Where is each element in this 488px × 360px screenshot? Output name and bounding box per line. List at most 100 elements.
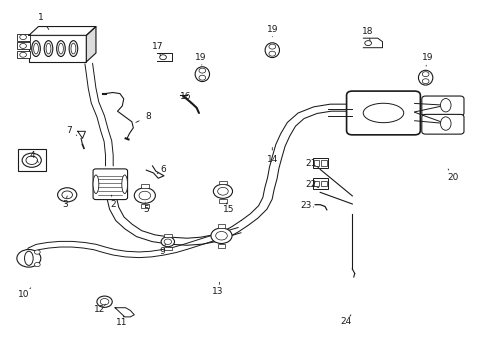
Polygon shape (115, 308, 134, 317)
Polygon shape (157, 53, 171, 61)
Circle shape (160, 55, 166, 60)
Bar (17, 42, 30, 49)
Bar (312, 178, 327, 189)
Bar (219, 199, 226, 203)
FancyBboxPatch shape (421, 96, 463, 116)
Text: 15: 15 (223, 206, 234, 215)
Polygon shape (86, 27, 96, 62)
FancyBboxPatch shape (346, 91, 420, 135)
Ellipse shape (44, 41, 53, 57)
Bar (217, 224, 225, 228)
Circle shape (210, 228, 232, 243)
Circle shape (364, 41, 371, 46)
Circle shape (20, 52, 26, 57)
Ellipse shape (122, 175, 127, 193)
Text: 22: 22 (305, 180, 316, 189)
Bar (29, 35, 86, 62)
Text: 19: 19 (266, 24, 278, 33)
Circle shape (422, 79, 428, 84)
Text: 21: 21 (305, 158, 316, 167)
Circle shape (100, 298, 109, 305)
Text: 19: 19 (421, 53, 432, 62)
Text: 17: 17 (151, 42, 163, 51)
Text: 4: 4 (30, 151, 36, 160)
Text: 12: 12 (94, 305, 105, 314)
Circle shape (134, 188, 155, 203)
Circle shape (34, 262, 40, 267)
Circle shape (422, 72, 428, 77)
Ellipse shape (24, 251, 33, 265)
Text: 7: 7 (66, 126, 72, 135)
Circle shape (268, 51, 275, 56)
Ellipse shape (264, 43, 279, 58)
Bar (17, 51, 30, 58)
Circle shape (20, 44, 26, 48)
Circle shape (268, 44, 275, 49)
Text: 2: 2 (110, 200, 115, 209)
Bar (313, 181, 319, 186)
Bar (163, 234, 171, 238)
Circle shape (215, 231, 227, 240)
Circle shape (161, 237, 174, 247)
Text: 11: 11 (115, 318, 127, 327)
Circle shape (217, 188, 228, 195)
Circle shape (213, 184, 232, 198)
Text: 23: 23 (300, 201, 311, 210)
Text: 8: 8 (145, 112, 151, 121)
Text: 18: 18 (362, 27, 373, 36)
Ellipse shape (32, 41, 41, 57)
Text: 24: 24 (340, 317, 351, 326)
Circle shape (34, 250, 40, 254)
Circle shape (97, 296, 112, 307)
Ellipse shape (57, 41, 65, 57)
Bar (141, 204, 148, 208)
Bar (17, 33, 30, 41)
Ellipse shape (34, 43, 39, 54)
Circle shape (58, 188, 77, 202)
Text: 10: 10 (18, 290, 30, 299)
Circle shape (22, 153, 41, 167)
Circle shape (26, 156, 38, 165)
Text: 6: 6 (160, 165, 165, 174)
Text: 19: 19 (194, 53, 206, 62)
Ellipse shape (440, 117, 450, 130)
Circle shape (164, 239, 171, 244)
Ellipse shape (363, 103, 403, 123)
Text: 3: 3 (62, 200, 67, 209)
Text: 16: 16 (180, 91, 191, 100)
Circle shape (199, 75, 205, 80)
Bar (217, 244, 225, 248)
Text: 1: 1 (38, 13, 43, 22)
Ellipse shape (195, 67, 209, 82)
Ellipse shape (93, 175, 99, 193)
Polygon shape (29, 27, 96, 35)
Circle shape (199, 68, 205, 73)
Ellipse shape (418, 70, 432, 85)
Circle shape (62, 191, 72, 199)
Bar (18, 149, 45, 171)
Text: 5: 5 (143, 206, 149, 215)
Text: 14: 14 (266, 155, 277, 164)
FancyBboxPatch shape (93, 169, 127, 199)
Bar (141, 184, 148, 188)
Text: 13: 13 (212, 287, 224, 296)
Ellipse shape (440, 99, 450, 112)
Ellipse shape (71, 43, 76, 54)
Bar (321, 181, 326, 186)
Circle shape (20, 35, 26, 40)
Ellipse shape (59, 43, 63, 54)
Bar (219, 181, 226, 184)
Bar (313, 160, 319, 166)
Text: 20: 20 (447, 173, 458, 182)
Circle shape (17, 249, 41, 267)
Bar (163, 247, 171, 250)
Text: 9: 9 (159, 247, 164, 256)
Circle shape (139, 191, 150, 200)
Polygon shape (78, 131, 85, 138)
Bar (312, 158, 327, 168)
Polygon shape (363, 38, 382, 48)
Ellipse shape (46, 43, 51, 54)
Bar (321, 160, 326, 166)
FancyBboxPatch shape (421, 114, 463, 134)
Ellipse shape (69, 41, 78, 57)
